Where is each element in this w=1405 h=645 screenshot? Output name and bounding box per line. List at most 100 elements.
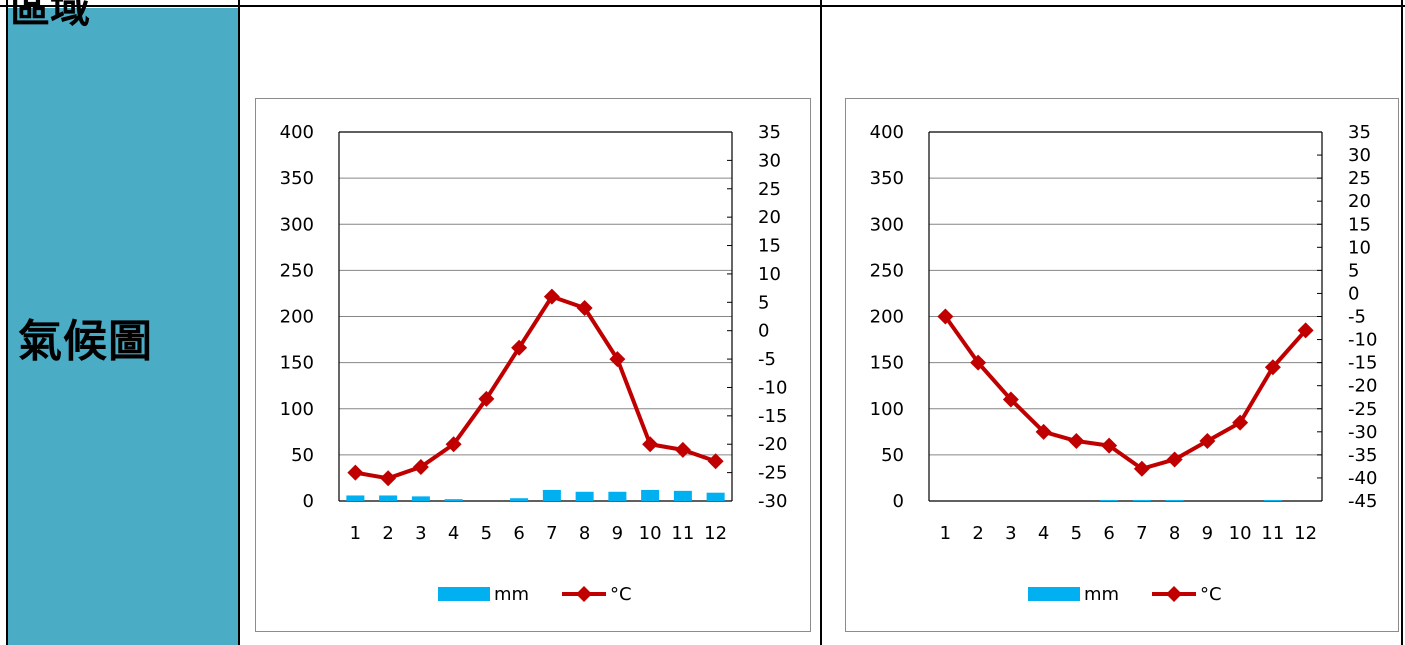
temperature-marker: [1035, 423, 1052, 440]
y-right-tick-label: 20: [758, 207, 781, 228]
y-right-tick-label: -30: [1348, 422, 1377, 443]
x-tick-label: 7: [546, 523, 557, 544]
precip-bar: [411, 496, 430, 501]
x-tick-label: 6: [513, 523, 524, 544]
y-right-tick-label: 20: [1348, 191, 1371, 212]
temperature-marker: [1002, 391, 1019, 408]
temperature-marker: [1166, 451, 1183, 468]
y-right-tick-label: -40: [1348, 468, 1377, 489]
y-right-tick-label: -5: [1348, 307, 1366, 328]
legend-swatch-precip: [1028, 587, 1080, 601]
x-tick-label: 1: [350, 523, 361, 544]
precip-bar: [1100, 500, 1119, 501]
temperature-marker: [674, 441, 691, 458]
temperature-marker: [1297, 322, 1314, 339]
precip-bar: [379, 495, 398, 501]
x-tick-label: 1: [940, 523, 951, 544]
y-left-tick-label: 50: [881, 445, 904, 466]
y-left-tick-label: 300: [280, 214, 314, 235]
y-left-tick-label: 150: [870, 353, 904, 374]
y-right-tick-label: -20: [758, 434, 787, 455]
y-left-tick-label: 200: [870, 307, 904, 328]
y-right-tick-label: -15: [1348, 353, 1377, 374]
climate-chart-2: 40035030025020015010050035302520151050-5…: [870, 122, 1378, 605]
temperature-marker: [543, 288, 560, 305]
x-tick-label: 2: [972, 523, 983, 544]
temperature-marker: [347, 464, 364, 481]
precip-bar: [673, 490, 692, 501]
x-tick-label: 6: [1103, 523, 1114, 544]
x-tick-label: 4: [1038, 523, 1049, 544]
x-tick-label: 11: [671, 523, 694, 544]
x-tick-label: 7: [1136, 523, 1147, 544]
y-left-tick-label: 250: [870, 260, 904, 281]
x-tick-label: 3: [415, 523, 426, 544]
x-tick-label: 12: [1294, 523, 1317, 544]
y-left-tick-label: 350: [280, 168, 314, 189]
y-right-tick-label: 10: [1348, 237, 1371, 258]
y-right-tick-label: 5: [758, 292, 769, 313]
y-left-tick-label: 150: [280, 353, 314, 374]
legend-marker-temp: [576, 586, 592, 602]
table-row-divider: [0, 5, 1405, 7]
temperature-marker: [511, 339, 528, 356]
temperature-marker: [576, 299, 593, 316]
precip-bar: [346, 495, 365, 501]
legend-label-precip: mm: [1084, 584, 1119, 605]
table-divider-2: [820, 0, 822, 645]
y-left-tick-label: 100: [870, 399, 904, 420]
x-tick-label: 11: [1261, 523, 1284, 544]
y-left-tick-label: 350: [870, 168, 904, 189]
temperature-marker: [1199, 433, 1216, 450]
y-right-tick-label: -25: [758, 463, 787, 484]
temperature-marker: [380, 470, 397, 487]
y-right-tick-label: 0: [1348, 283, 1359, 304]
precip-bar: [608, 491, 627, 501]
precip-bar: [641, 489, 660, 501]
y-right-tick-label: 30: [1348, 145, 1371, 166]
y-right-tick-label: 35: [1348, 122, 1371, 143]
y-right-tick-label: -35: [1348, 445, 1377, 466]
precip-bar: [542, 489, 561, 501]
y-right-tick-label: -25: [1348, 399, 1377, 420]
climate-chart-1: 40035030025020015010050035302520151050-5…: [280, 122, 788, 605]
x-tick-label: 12: [704, 523, 727, 544]
y-right-tick-label: -20: [1348, 376, 1377, 397]
y-right-tick-label: -45: [1348, 491, 1377, 512]
y-right-tick-label: -10: [758, 377, 787, 398]
y-left-tick-label: 200: [280, 307, 314, 328]
y-right-tick-label: 35: [758, 122, 781, 143]
temperature-marker: [412, 458, 429, 475]
table-divider-1: [238, 0, 240, 645]
y-right-tick-label: 0: [758, 321, 769, 342]
x-tick-label: 8: [579, 523, 590, 544]
x-tick-label: 9: [1202, 523, 1213, 544]
temperature-marker: [937, 308, 954, 325]
x-tick-label: 5: [481, 523, 492, 544]
x-tick-label: 3: [1005, 523, 1016, 544]
y-right-tick-label: -15: [758, 406, 787, 427]
y-left-tick-label: 100: [280, 399, 314, 420]
precip-bar: [706, 492, 725, 501]
temperature-marker: [478, 390, 495, 407]
x-tick-label: 5: [1071, 523, 1082, 544]
temperature-line: [355, 294, 717, 481]
temperature-marker: [970, 354, 987, 371]
y-right-tick-label: 30: [758, 150, 781, 171]
climate-chart-1-frame: 400 350 300 250 200 150 100 50 0 35 30 25 20 15 10 5 0 -5…: [255, 98, 811, 632]
legend-swatch-precip: [438, 587, 490, 601]
temperature-marker: [642, 436, 659, 453]
x-tick-label: 8: [1169, 523, 1180, 544]
legend-label-temp: °C: [1200, 584, 1222, 605]
table-border-left: [6, 0, 8, 645]
legend-label-temp: °C: [610, 584, 632, 605]
temperature-marker: [609, 351, 626, 368]
y-right-tick-label: 10: [758, 264, 781, 285]
x-tick-label: 10: [639, 523, 662, 544]
row-label-cell: [8, 8, 239, 645]
precip-bar: [510, 498, 529, 501]
precip-bar: [444, 499, 463, 501]
legend-label-precip: mm: [494, 584, 529, 605]
y-left-tick-label: 400: [280, 122, 314, 143]
